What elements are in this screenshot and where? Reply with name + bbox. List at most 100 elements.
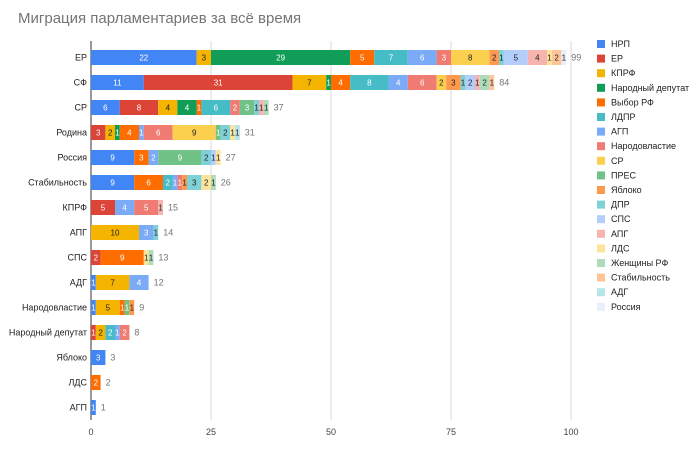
legend-label: НРП — [611, 39, 630, 49]
bar-segment-label: 1 — [149, 254, 154, 263]
legend-item-агп: АГП — [597, 127, 628, 137]
bar-segment-label: 1 — [120, 304, 125, 313]
bar-segment-лдпр — [374, 50, 408, 65]
bar-segment-лдс — [143, 250, 149, 265]
bar-segment-label: 2 — [554, 54, 559, 63]
bar-segment-label: 2 — [204, 179, 209, 188]
bar-segment-народный-депутат — [326, 75, 331, 90]
bar-segment-кпрф — [158, 100, 178, 115]
bar-segment-label: 22 — [139, 54, 148, 63]
bar-segment-апг — [527, 50, 547, 65]
x-tick-label: 25 — [206, 427, 216, 437]
bar-segment-спс — [211, 150, 216, 165]
bar-segment-label: 1 — [178, 179, 183, 188]
bar-segment-прес — [215, 125, 221, 140]
bar-segment-народовластие — [407, 75, 437, 90]
x-tick-label: 0 — [88, 427, 93, 437]
bar-segment-нрп — [91, 175, 135, 190]
bar-segment-label: 10 — [111, 229, 120, 238]
legend-label: СР — [611, 156, 624, 166]
bar-segment-label: 1 — [125, 304, 130, 313]
bar-segment-нрп — [91, 300, 96, 315]
legend-swatch — [597, 200, 605, 209]
bar-segment-кпрф — [196, 50, 211, 65]
legend-item-стабильность: Стабильность — [597, 273, 670, 283]
bar-segment-выбор-рф — [196, 100, 202, 115]
legend-swatch — [597, 142, 605, 151]
bar-segment-агп — [139, 125, 144, 140]
bar-segment-label: 2 — [492, 54, 497, 63]
bar-segment-нрп — [91, 150, 135, 165]
bar-segment-выбор-рф — [331, 75, 351, 90]
bar-segment-ср — [451, 50, 490, 65]
bar-segment-label: 3 — [442, 54, 447, 63]
legend: НРП ЕР КПРФ Народный депутат Выбор РФ ЛДПР АГП… — [597, 39, 689, 312]
bar-total-label: 15 — [168, 203, 178, 213]
bar-row-родина: 3 2 1 4 1 6 9 1 2 1 1 31 — [91, 125, 255, 140]
bar-segment-прес — [239, 100, 255, 115]
bar-segment-ер — [143, 75, 293, 90]
legend-label: Стабильность — [611, 273, 670, 283]
bar-segment-дпр — [201, 150, 211, 165]
category-label: АГП — [70, 403, 87, 413]
bar-row-апг: 10 3 1 14 — [91, 225, 173, 240]
legend-label: АГП — [611, 127, 628, 137]
bar-segment-label: 2 — [94, 379, 99, 388]
bar-segment-label: 1 — [254, 104, 259, 113]
bar-segment-нрп — [91, 50, 197, 65]
legend-swatch — [597, 113, 605, 121]
category-label: Народный депутат — [9, 328, 87, 338]
bar-segment-label: 9 — [192, 129, 197, 138]
legend-label: АПГ — [611, 229, 628, 239]
bar-segment-кпрф — [105, 125, 115, 140]
bar-segment-label: 2 — [122, 329, 127, 338]
bar-total-label: 31 — [245, 128, 255, 138]
legend-item-апг: АПГ — [597, 229, 628, 239]
bar-segment-агп — [129, 275, 149, 290]
bar-segment-label: 2 — [108, 129, 113, 138]
bar-segment-label: 4 — [185, 104, 190, 113]
bar-segment-нрп — [91, 400, 96, 415]
bar-segment-label: 4 — [535, 54, 540, 63]
bar-segment-нрп — [91, 75, 144, 90]
bar-segment-народовластие — [436, 50, 451, 65]
bar-segment-народный-депутат — [177, 100, 197, 115]
bar-segment-label: 2 — [108, 329, 113, 338]
legend-item-прес: ПРЕС — [597, 170, 636, 180]
legend-item-нрп: НРП — [597, 39, 630, 49]
bar-segment-label: 2 — [94, 254, 99, 263]
bar-segment-спс — [465, 75, 475, 90]
bar-segment-label: 6 — [420, 54, 425, 63]
bar-segment-label: 1 — [139, 129, 144, 138]
legend-swatch — [597, 98, 605, 107]
legend-label: ЛДС — [611, 243, 630, 253]
legend-label: Яблоко — [611, 185, 642, 195]
bar-total-label: 9 — [139, 303, 144, 313]
bar-segment-label: 2 — [166, 179, 171, 188]
legend-swatch — [597, 40, 605, 48]
legend-swatch — [597, 302, 605, 311]
bar-segment-народовластие — [177, 175, 183, 190]
bar-segment-label: 1 — [211, 179, 216, 188]
legend-swatch — [597, 83, 605, 92]
bar-segment-label: 2 — [439, 79, 444, 88]
bar-segment-label: 3 — [96, 129, 101, 138]
bar-segment-label: 1 — [144, 254, 149, 263]
bar-segment-label: 3 — [245, 104, 250, 113]
bar-segment-label: 2 — [223, 129, 228, 138]
bar-segment-label: 1 — [173, 179, 178, 188]
bar-row-спс: 2 9 1 1 13 — [91, 250, 168, 265]
bar-segment-label: 31 — [214, 79, 223, 88]
bar-segment-label: 3 — [144, 229, 149, 238]
bar-segment-label: 2 — [468, 79, 473, 88]
bar-segment-лдпр — [105, 325, 115, 340]
bar-segment-label: 1 — [91, 304, 96, 313]
bar-segment-выбор-рф — [119, 300, 125, 315]
bar-segment-label: 4 — [338, 79, 343, 88]
bar-segment-label: 11 — [113, 79, 122, 88]
category-labels: ЕР СФ СР Родина Россия Стабильность КПРФ АПГ СПС… — [9, 53, 88, 413]
bar-segment-label: 8 — [137, 104, 142, 113]
bar-segment-label: 2 — [233, 104, 238, 113]
bar-segment-народовластие — [230, 100, 240, 115]
